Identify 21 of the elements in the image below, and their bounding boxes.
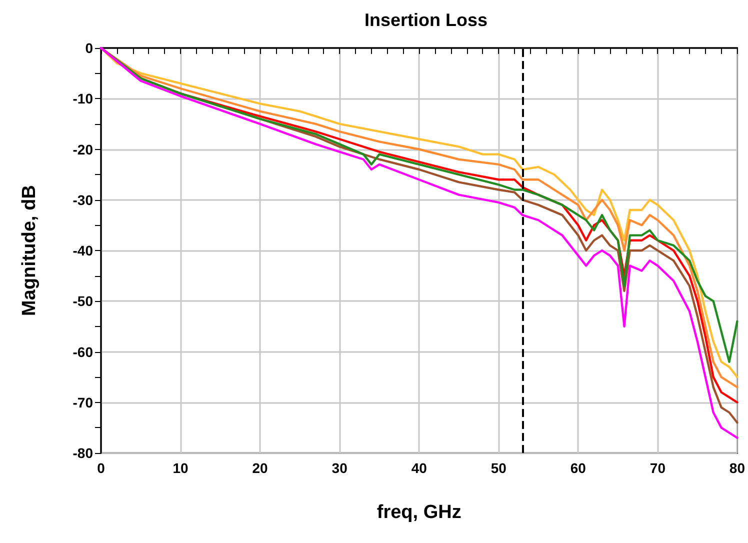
chart-title: Insertion Loss [364,10,488,30]
x-tick-label: 60 [570,460,586,476]
x-tick-label: 0 [97,460,106,476]
x-tick-label: 40 [411,460,428,476]
y-tick-label: -50 [72,293,94,310]
y-tick-label: -70 [72,394,94,410]
y-tick-label: -40 [72,242,94,258]
x-tick-label: 10 [172,460,189,476]
x-tick-label: 30 [332,460,348,476]
x-axis-title: freq, GHz [376,502,462,523]
y-axis-title: Magnitude, dB [19,185,40,316]
x-tick-label: 70 [650,460,666,476]
y-tick-label: 0 [85,40,94,56]
y-tick-label: -80 [72,445,94,461]
x-tick-label: 50 [490,460,507,476]
y-tick-label: -10 [72,90,94,107]
y-tick-label: -20 [72,141,94,158]
y-tick-label: -60 [72,344,94,360]
x-tick-label: 80 [729,460,746,476]
y-tick-label: -30 [72,192,94,208]
x-tick-label: 20 [252,460,268,476]
